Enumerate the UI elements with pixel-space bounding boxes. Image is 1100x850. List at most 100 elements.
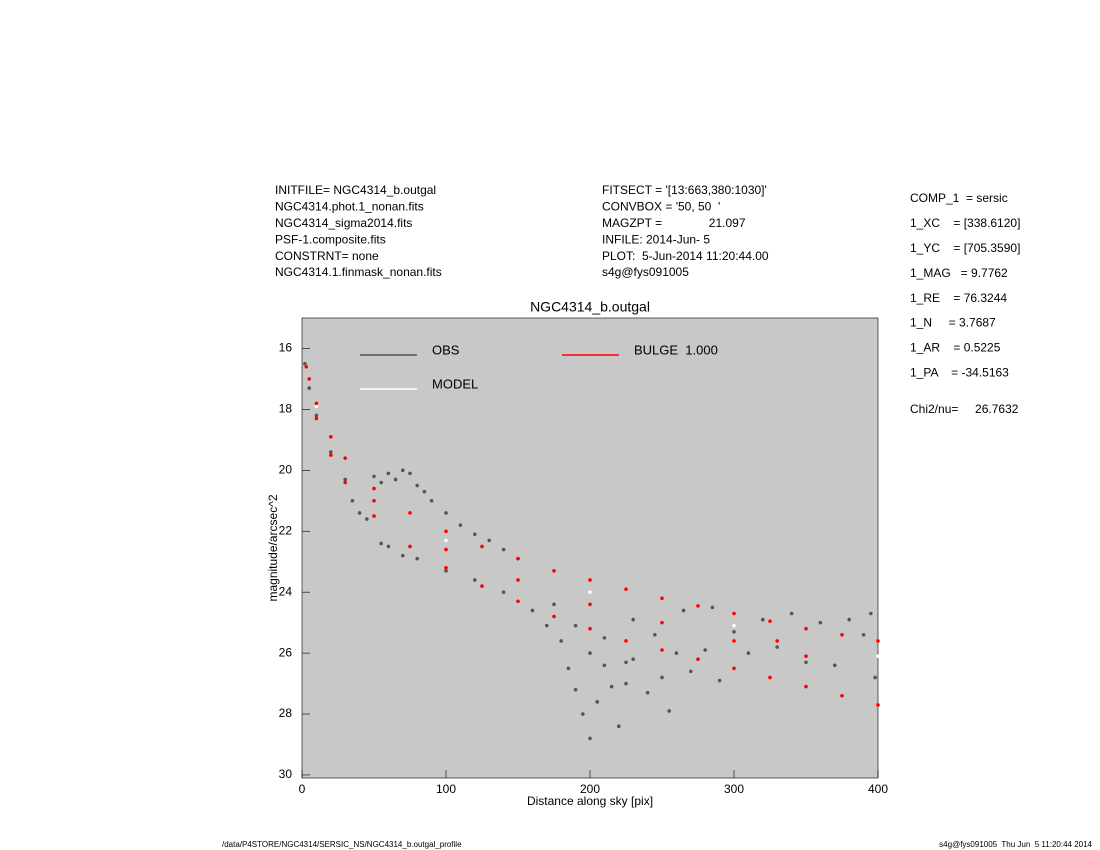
data-point <box>624 660 628 665</box>
data-point <box>617 724 621 729</box>
y-tick-label: 24 <box>279 584 293 598</box>
x-tick-label: 0 <box>299 782 306 796</box>
y-tick-label: 30 <box>279 767 293 781</box>
data-point <box>408 511 412 515</box>
data-point <box>588 626 592 631</box>
data-point <box>840 633 844 637</box>
data-point <box>873 675 877 680</box>
data-point <box>552 569 556 573</box>
data-point <box>696 604 700 608</box>
y-tick-label: 22 <box>279 523 293 537</box>
x-tick-label: 100 <box>436 782 456 796</box>
data-point <box>840 693 844 698</box>
data-point <box>552 614 556 619</box>
data-point <box>307 377 312 381</box>
data-point <box>444 547 448 552</box>
data-point <box>429 498 434 503</box>
data-point <box>329 450 333 454</box>
data-point <box>869 611 873 616</box>
y-axis-label: magnitude/arcsec^2 <box>266 494 280 601</box>
data-point <box>588 651 592 655</box>
data-point <box>304 364 309 369</box>
data-point <box>545 623 549 628</box>
y-tick-label: 20 <box>279 462 293 476</box>
data-point <box>667 709 671 713</box>
data-point <box>660 675 664 680</box>
data-point <box>343 477 348 482</box>
data-point <box>660 620 664 625</box>
data-point <box>573 623 578 628</box>
y-tick-label: 16 <box>279 341 293 355</box>
data-point <box>876 703 880 707</box>
data-point <box>343 480 348 485</box>
data-point <box>588 736 592 741</box>
data-point <box>357 511 362 515</box>
info-left: NGC4314.phot.1_nonan.fits <box>275 200 424 214</box>
data-point <box>660 648 664 652</box>
fit-parameter: 1_PA = -34.5163 <box>910 365 1009 379</box>
info-middle: MAGZPT = 21.097 <box>602 216 746 230</box>
data-point <box>689 669 693 674</box>
data-point <box>602 636 607 640</box>
data-point <box>609 684 614 689</box>
data-point <box>501 590 506 594</box>
series <box>304 364 880 707</box>
data-point <box>588 578 592 582</box>
data-point <box>789 611 794 616</box>
data-point <box>487 538 492 543</box>
data-point <box>804 626 808 631</box>
data-point <box>365 517 369 521</box>
data-point <box>473 532 477 537</box>
data-point <box>660 596 664 601</box>
x-axis-label: Distance along sky [pix] <box>527 794 653 808</box>
legend-label: MODEL <box>432 376 478 391</box>
data-point <box>804 660 808 665</box>
fit-parameter: 1_YC = [705.3590] <box>910 241 1020 255</box>
chi2: Chi2/nu= 26.7632 <box>910 402 1019 416</box>
data-point <box>732 639 736 643</box>
data-point <box>653 633 657 637</box>
data-point <box>444 569 448 573</box>
chart-title: NGC4314_b.outgal <box>530 299 650 315</box>
data-point <box>833 663 837 668</box>
data-point <box>516 578 520 582</box>
series <box>303 361 877 741</box>
footer-path: /data/P4STORE/NGC4314/SERSIC_NS/NGC4314_… <box>222 840 462 849</box>
data-point <box>732 666 736 671</box>
plot-area <box>301 317 879 779</box>
data-point <box>350 498 355 503</box>
info-left: NGC4314_sigma2014.fits <box>275 216 412 230</box>
data-point <box>372 498 376 503</box>
data-point <box>372 474 376 479</box>
data-point <box>761 617 765 622</box>
data-point <box>631 617 635 622</box>
data-point <box>746 651 751 655</box>
data-point <box>458 523 463 527</box>
series <box>314 404 880 658</box>
fit-parameter: 1_N = 3.7687 <box>910 316 996 330</box>
data-point <box>775 645 779 649</box>
data-point <box>530 608 535 613</box>
data-point <box>444 529 448 534</box>
legend-label: OBS <box>432 342 460 357</box>
data-point <box>303 361 307 366</box>
data-point <box>386 544 391 549</box>
data-point <box>314 404 319 409</box>
data-point <box>573 687 578 692</box>
data-point <box>408 471 412 476</box>
x-tick-label: 400 <box>868 782 888 796</box>
data-point <box>329 435 333 439</box>
data-point <box>415 483 420 488</box>
data-point <box>624 587 628 591</box>
data-point <box>696 657 700 661</box>
data-point <box>516 556 520 561</box>
data-point <box>674 651 679 655</box>
x-tick-label: 200 <box>580 782 600 796</box>
data-point <box>645 690 650 695</box>
data-point <box>314 416 319 421</box>
data-point <box>379 541 384 546</box>
data-point <box>631 657 635 661</box>
data-point <box>566 666 571 671</box>
data-point <box>393 477 398 482</box>
